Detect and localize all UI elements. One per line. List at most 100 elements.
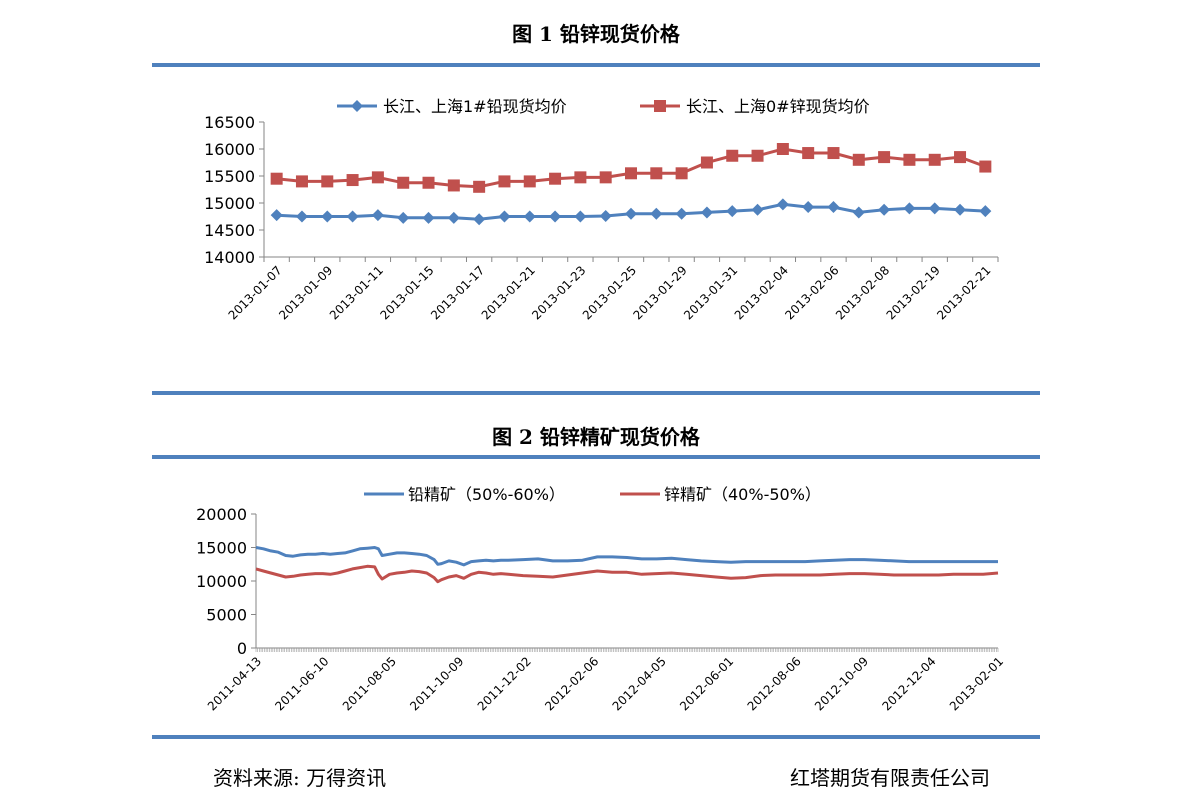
data-point xyxy=(574,210,587,223)
y-tick-label: 16000 xyxy=(204,140,255,159)
y-tick-label: 14000 xyxy=(204,248,255,267)
x-tick-label: 2011-06-10 xyxy=(272,654,331,713)
figure2-title: 图 2 铅锌精矿现货价格 xyxy=(492,425,700,449)
y-tick-label: 0 xyxy=(237,639,247,658)
y-tick-label: 14500 xyxy=(204,221,255,240)
x-tick-label: 2012-02-06 xyxy=(542,654,601,713)
legend-label: 长江、上海1#铅现货均价 xyxy=(383,97,567,116)
data-point xyxy=(954,203,967,216)
data-point xyxy=(751,203,764,216)
data-point xyxy=(447,179,460,192)
data-point xyxy=(954,151,967,164)
data-point xyxy=(650,167,663,180)
data-point xyxy=(599,171,612,184)
data-point xyxy=(422,211,435,224)
data-point xyxy=(852,153,865,166)
data-point xyxy=(751,149,764,162)
source-note: 资料来源: 万得资讯 xyxy=(213,766,387,790)
data-point xyxy=(726,149,739,162)
x-tick-label: 2012-04-05 xyxy=(610,654,669,713)
x-tick-label: 2012-06-01 xyxy=(677,654,736,713)
data-point xyxy=(321,210,334,223)
data-point xyxy=(270,209,283,222)
y-tick-label: 15000 xyxy=(196,539,247,558)
series-line-2 xyxy=(255,564,999,584)
data-point xyxy=(979,205,992,218)
data-point xyxy=(675,167,688,180)
figure1-bottom-rule xyxy=(152,391,1040,395)
figure2-chart: 0 5000 10000 15000 20000 2011-04-13 2011-06-10… xyxy=(196,485,1006,713)
figure2-top-rule xyxy=(152,455,1040,459)
data-point xyxy=(776,143,789,155)
data-point xyxy=(498,210,511,223)
y-tick-label: 20000 xyxy=(196,505,247,524)
legend-label: 长江、上海0#锌现货均价 xyxy=(686,97,870,116)
data-point xyxy=(574,171,587,184)
data-point xyxy=(422,176,435,189)
figure1-title: 图 1 铅锌现货价格 xyxy=(512,22,680,46)
data-point xyxy=(979,160,992,173)
data-point xyxy=(346,210,359,223)
x-tick-label: 2013-02-01 xyxy=(947,654,1006,713)
data-point xyxy=(903,153,916,166)
x-tick-label: 2013-02-21 xyxy=(934,263,993,322)
data-point xyxy=(878,203,891,216)
legend-label: 锌精矿（40%-50%） xyxy=(664,485,821,504)
data-point xyxy=(928,153,941,166)
data-point xyxy=(726,205,739,218)
x-tick-label: 2011-12-02 xyxy=(475,654,534,713)
x-tick-label: 2012-10-09 xyxy=(812,654,871,713)
legend-marker xyxy=(351,100,363,112)
data-point xyxy=(700,156,713,169)
x-tick-label: 2011-10-09 xyxy=(407,654,466,713)
figure1-top-rule xyxy=(152,63,1040,67)
x-tick-label: 2012-12-04 xyxy=(879,654,938,713)
data-point xyxy=(625,207,637,220)
y-tick-label: 16500 xyxy=(204,113,255,132)
data-point xyxy=(371,209,384,222)
data-point xyxy=(928,202,941,215)
data-point xyxy=(397,211,410,224)
data-point xyxy=(473,213,486,226)
data-point xyxy=(599,209,612,222)
data-point xyxy=(523,210,536,223)
data-point xyxy=(397,176,410,189)
legend-label: 铅精矿（50%-60%） xyxy=(408,485,565,504)
data-point xyxy=(650,207,663,220)
x-tick-label: 2012-08-06 xyxy=(745,654,804,713)
y-tick-label: 15000 xyxy=(204,194,255,213)
data-point xyxy=(295,210,308,223)
data-point xyxy=(625,167,637,180)
data-point xyxy=(802,147,815,160)
data-point xyxy=(827,147,840,160)
y-tick-label: 15500 xyxy=(204,167,255,186)
data-point xyxy=(852,206,865,219)
data-point xyxy=(549,210,562,223)
data-point xyxy=(903,202,916,215)
data-point xyxy=(447,211,460,224)
data-point xyxy=(270,172,283,185)
data-point xyxy=(549,172,562,185)
data-point xyxy=(523,175,536,188)
series-line-1 xyxy=(255,546,998,567)
data-point xyxy=(371,171,384,184)
data-point xyxy=(776,198,789,211)
y-tick-label: 10000 xyxy=(196,572,247,591)
data-point xyxy=(675,207,688,220)
data-point xyxy=(498,175,511,188)
data-point xyxy=(802,201,815,214)
figure1-chart: 1400014500150001550016000165002013-01-07… xyxy=(204,97,999,322)
x-tick-label: 2011-08-05 xyxy=(340,654,399,713)
data-point xyxy=(321,175,334,188)
data-point xyxy=(827,201,840,214)
company-name: 红塔期货有限责任公司 xyxy=(790,766,990,790)
data-point xyxy=(295,175,308,188)
x-tick-label: 2011-04-13 xyxy=(205,654,264,713)
figure2-bottom-rule xyxy=(152,735,1040,739)
data-point xyxy=(700,206,713,219)
data-point xyxy=(878,151,891,164)
legend-marker xyxy=(654,100,666,112)
data-point xyxy=(473,180,486,193)
data-point xyxy=(346,174,359,187)
